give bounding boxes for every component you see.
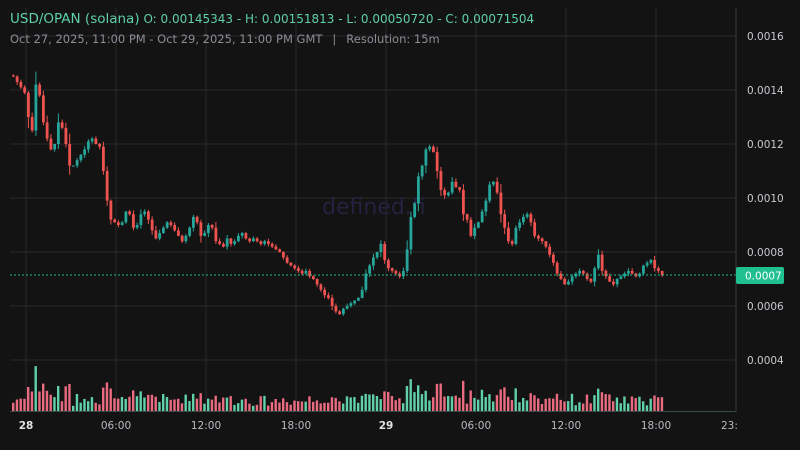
x-tick-label: 06:00 — [101, 420, 131, 432]
price-axis[interactable]: 0.0016 0.0014 0.0012 0.0010 0.0008 0.0006 0.00… — [747, 31, 784, 367]
y-tick-label: 0.0004 — [747, 355, 784, 367]
resolution-label: Resolution: 15m — [346, 32, 440, 46]
y-tick-label: 0.0010 — [747, 193, 784, 205]
x-tick-label: 23: — [721, 420, 738, 432]
x-tick-label: 29 — [379, 420, 394, 432]
x-tick-label: 18:00 — [641, 420, 671, 432]
y-tick-label: 0.0006 — [747, 301, 784, 313]
current-price-tag: 0.0007 — [736, 267, 784, 284]
candles — [12, 71, 664, 316]
date-range: Oct 27, 2025, 11:00 PM - Oct 29, 2025, 1… — [10, 32, 323, 46]
title-row: USD/OPAN (solana) O: 0.00145343 - H: 0.0… — [10, 11, 534, 27]
y-tick-label: 0.0014 — [747, 85, 784, 97]
grid-lines — [10, 8, 736, 412]
ohlc-values: O: 0.00145343 - H: 0.00151813 - L: 0.000… — [143, 12, 535, 26]
y-tick-label: 0.0008 — [747, 247, 784, 259]
x-tick-label: 18:00 — [281, 420, 311, 432]
volume-bars — [10, 366, 736, 412]
symbol-label: USD/OPAN (solana) — [10, 11, 140, 27]
chart-header: USD/OPAN (solana) O: 0.00145343 - H: 0.0… — [10, 11, 534, 46]
time-axis[interactable]: 28 06:00 12:00 18:00 29 06:00 12:00 18:00 23: — [19, 420, 738, 432]
separator: | — [332, 32, 337, 46]
y-tick-label: 0.0016 — [747, 31, 784, 43]
price-tag-bg — [736, 267, 784, 284]
x-tick-label: 12:00 — [191, 420, 221, 432]
price-tag-label: 0.0007 — [745, 271, 782, 283]
x-tick-label: 28 — [19, 420, 34, 432]
watermark: defined.fi — [322, 195, 426, 220]
subtitle-row: Oct 27, 2025, 11:00 PM - Oct 29, 2025, 1… — [10, 32, 534, 46]
y-tick-label: 0.0012 — [747, 139, 784, 151]
x-tick-label: 06:00 — [461, 420, 491, 432]
x-tick-label: 12:00 — [551, 420, 581, 432]
